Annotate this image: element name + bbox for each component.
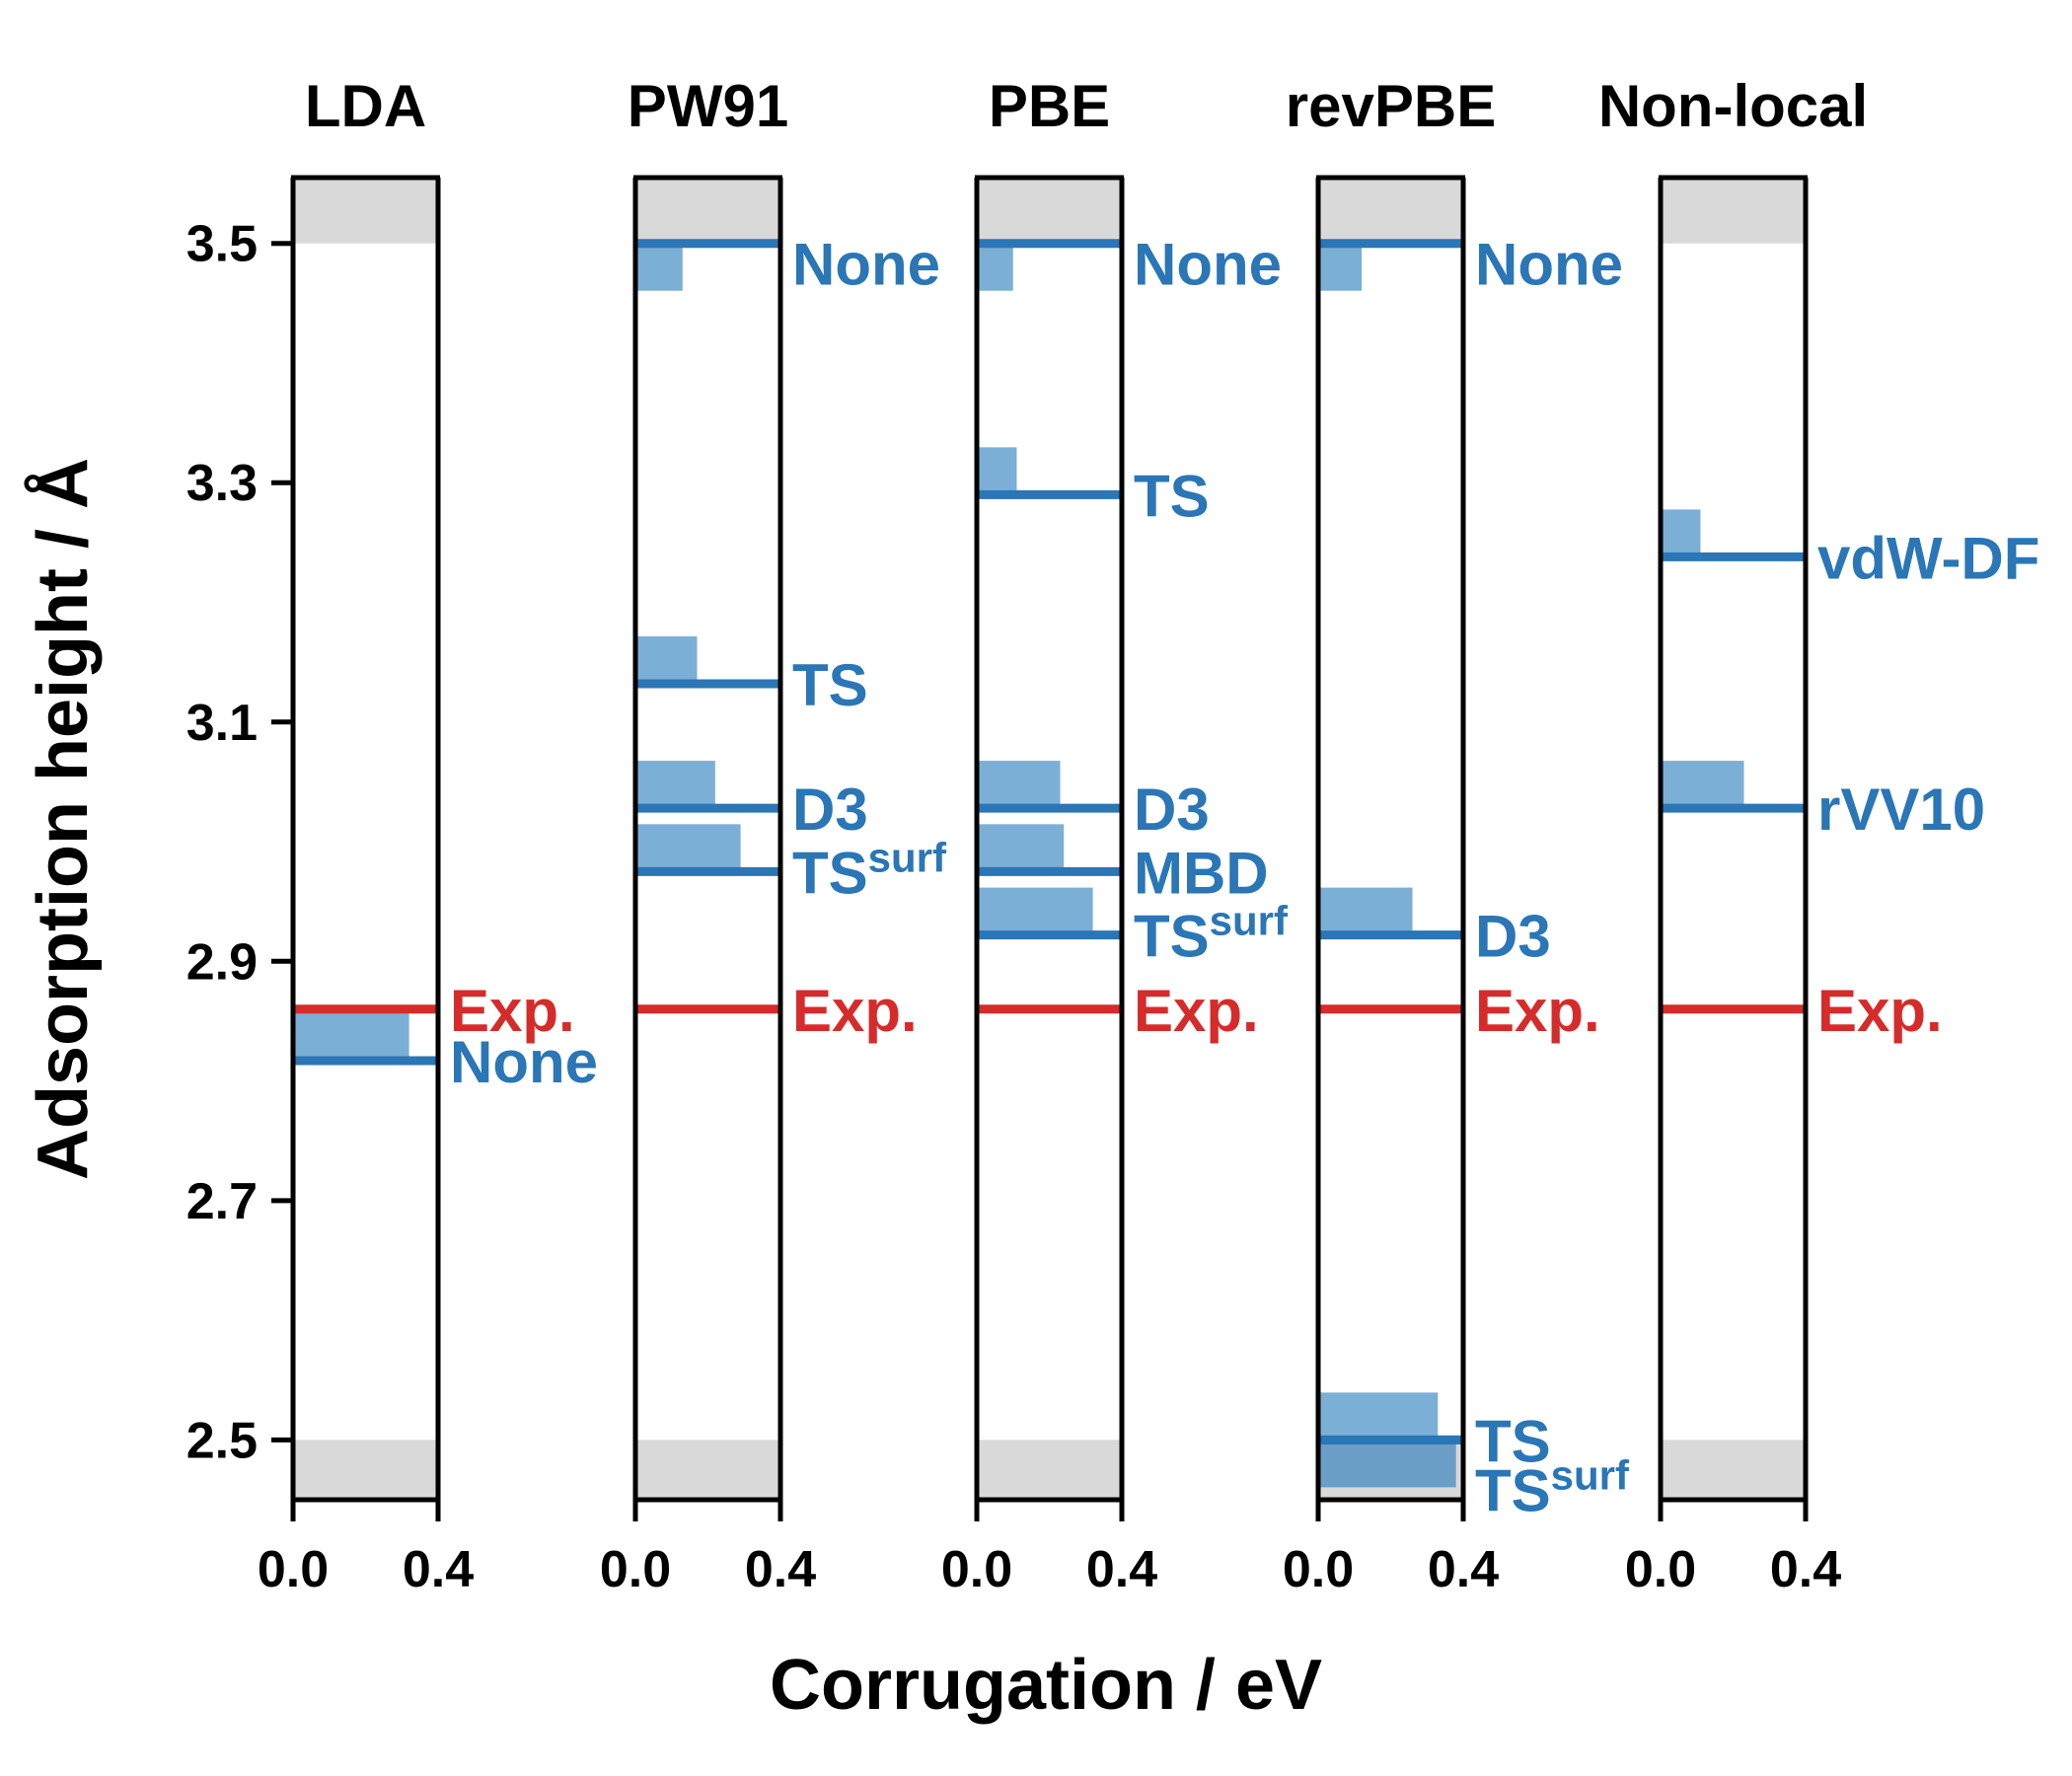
method-label: D3	[1475, 904, 1551, 970]
y-tick-label: 2.7	[186, 1173, 258, 1230]
y-axis: 2.5 2.7 2.9 3.1 3.3 3.5	[186, 216, 293, 1469]
method-label: TS	[1475, 1408, 1551, 1474]
shaded-band	[1318, 178, 1463, 244]
experiment-label: Exp.	[1817, 978, 1943, 1044]
corrugation-bar	[977, 761, 1061, 809]
method-label: TSsurf	[1134, 898, 1289, 970]
y-tick-label: 3.5	[186, 216, 258, 273]
corrugation-bar	[635, 243, 683, 291]
x-tick-label: 0.0	[1283, 1541, 1354, 1598]
x-tick-label: 0.4	[1428, 1541, 1499, 1598]
method-label: TSsurf	[792, 834, 947, 906]
corrugation-bar	[1318, 243, 1363, 291]
method-label: TSsurf	[1475, 1451, 1630, 1523]
panel-title: Non-local	[1598, 73, 1868, 139]
corrugation-bar	[635, 761, 715, 809]
x-tick-label: 0.0	[600, 1541, 671, 1598]
panel-title: PW91	[628, 73, 788, 139]
x-tick-label: 0.4	[1086, 1541, 1157, 1598]
x-tick-label: 0.0	[1625, 1541, 1696, 1598]
method-label: vdW-DF	[1817, 525, 2039, 591]
y-tick-label: 3.1	[186, 695, 258, 752]
panel-title: PBE	[989, 73, 1110, 139]
y-tick-label: 2.9	[186, 933, 258, 991]
corrugation-bar	[977, 447, 1017, 495]
corrugation-bar	[977, 824, 1065, 872]
method-label: D3	[1134, 777, 1210, 843]
corrugation-bar	[293, 1012, 409, 1061]
x-tick-label: 0.0	[258, 1541, 329, 1598]
shaded-band	[293, 1440, 438, 1500]
panel-title: LDA	[305, 73, 426, 139]
method-label: None	[450, 1029, 598, 1095]
corrugation-bar	[1318, 1392, 1439, 1441]
corrugation-bar	[1661, 509, 1701, 557]
y-tick-label: 2.5	[186, 1412, 258, 1469]
shaded-band	[293, 178, 438, 244]
method-label: TS	[1134, 463, 1210, 529]
panel-lda: Exp.None 0.0 0.4 LDA	[258, 73, 598, 1598]
experiment-label: Exp.	[450, 978, 575, 1044]
x-tick-label: 0.4	[1770, 1541, 1841, 1598]
y-axis-label: Adsorption height / Å	[24, 458, 103, 1180]
shaded-band	[977, 1440, 1122, 1500]
experiment-label: Exp.	[1134, 978, 1259, 1044]
method-label-sup: surf	[1551, 1451, 1630, 1498]
shaded-band	[1661, 178, 1806, 244]
panel-title: revPBE	[1286, 73, 1496, 139]
corrugation-bar	[1318, 887, 1413, 935]
x-tick-label: 0.0	[941, 1541, 1012, 1598]
method-label: TS	[792, 652, 868, 718]
shaded-band	[977, 178, 1122, 244]
experiment-label: Exp.	[792, 978, 918, 1044]
corrugation-bar	[635, 824, 741, 872]
method-label: D3	[792, 777, 868, 843]
method-label-sup: surf	[868, 834, 947, 880]
method-label: MBD	[1134, 840, 1269, 906]
method-label: rVV10	[1817, 777, 1985, 843]
shaded-band	[1661, 1440, 1806, 1500]
corrugation-bar	[977, 887, 1093, 935]
method-label-sup: surf	[1210, 898, 1289, 944]
x-axis-label: Corrugation / eV	[770, 1646, 1322, 1725]
panel-non-local: vdW-DF rVV10 Exp. 0.0 0.4 Non-local	[1598, 73, 2040, 1598]
shaded-band	[635, 178, 780, 244]
x-tick-label: 0.4	[745, 1541, 816, 1598]
shaded-band	[635, 1440, 780, 1500]
corrugation-bar	[1661, 761, 1744, 809]
method-label: None	[1134, 232, 1282, 298]
corrugation-bar	[635, 635, 698, 684]
x-tick-label: 0.4	[403, 1541, 474, 1598]
method-label: None	[1475, 232, 1623, 298]
y-tick-label: 3.3	[186, 455, 258, 512]
method-label: None	[792, 232, 940, 298]
corrugation-bar	[977, 243, 1013, 291]
experiment-label: Exp.	[1475, 978, 1600, 1044]
corrugation-bar	[1318, 1440, 1456, 1488]
